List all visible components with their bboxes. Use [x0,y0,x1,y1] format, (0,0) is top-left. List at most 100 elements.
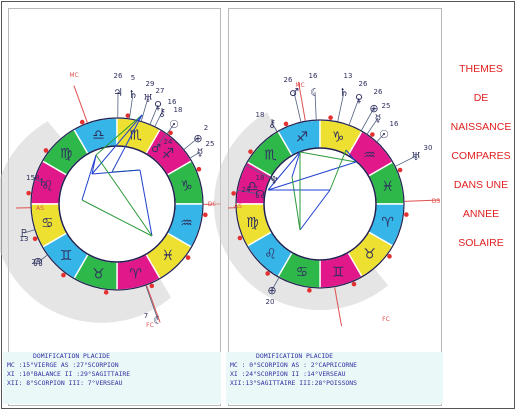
house-cusp-marker [404,212,409,217]
planet-degree: 26 [284,76,293,84]
planet-pointer [360,107,375,131]
house-cusp-marker [149,283,155,289]
house-cusp-marker [43,148,49,153]
planet-pointer [337,91,345,122]
domification-header: DOMIFICATION PLACIDE [256,352,333,360]
planet-degree: 18 [174,106,183,114]
domification-row: XII: 8°SCORPION III: 7°VERSEAU [7,379,123,387]
planet-glyph: ♀ [154,99,162,112]
aspect-line [81,154,97,201]
chart-left: ♌ ♍ ♎ ♏ ♐ ♑ ♒ ♓ ♈ ♉ ♊ ♋ 26 ♃ 5 ♄ 29 ♅27 ♀ 16⚷ 18 ☉ 2⊕ 25☿ 24♂ 15R… [0,72,222,329]
planet-glyph: ☉ [169,118,179,131]
as-label: AS [234,203,242,210]
planet-degree: 13 [344,72,353,80]
house-cusp-marker [231,191,236,196]
planet-pointer [145,284,159,321]
zodiac-sign-glyph: ♈ [381,215,394,231]
planet-glyph: ⊕ [369,102,378,115]
house-cusp-marker [283,121,289,127]
aspect-line [111,114,143,173]
fc-label: FC [146,322,154,329]
planet-pointer [189,151,201,159]
aspect-line [91,169,141,175]
aspect-line [345,149,357,163]
house-cusp-marker [61,272,66,278]
planet-pointer [366,117,379,135]
planet-degree: 16 [309,72,318,80]
aspect-line [267,161,357,191]
house-cusp-marker [32,236,38,242]
planet-degree: 16 [168,98,177,106]
planet-degree: 26 [374,88,383,96]
planet-pointer [293,91,302,123]
planet-glyph: ⊕ [267,284,276,297]
domification-box-right: DOMIFICATION PLACIDE MC : 0°SCORPION AS … [226,352,443,404]
planet-pointer [166,123,175,135]
planet-glyph: ♄ [38,176,48,189]
domification-header: DOMIFICATION PLACIDE [33,352,110,360]
planet-pointer [128,93,134,119]
planet-glyph: ☊ [33,256,43,269]
planet-pointer [271,122,278,132]
planet-pointer [183,137,199,150]
title-line: NAISSANCE [450,121,512,133]
planet-degree: 25 [382,102,391,110]
aspect-line [299,189,331,231]
planet-degree: 26 [359,80,368,88]
aspect-line [291,151,301,178]
planet-glyph: ♀ [355,92,363,105]
zodiac-sign-glyph: ♑ [332,129,345,145]
planet-pointer [348,97,360,126]
title-line: THEMES [459,63,503,75]
planet-degree: 26 [32,258,41,266]
domification-row: XI :24°SCORPION II :14°VERSEAU [230,370,346,378]
planet-pointer [245,164,275,181]
planet-glyph: ⚷ [268,117,276,130]
house-cusp-marker [237,235,243,241]
planet-degree: 24 [164,138,173,146]
domification-row: XII:13°SAGITTAIRE III:28°POISSONS [230,379,357,387]
chart-outer-circle [235,119,405,289]
planet-pointer [140,97,149,122]
as-label: AS [36,205,44,212]
chart-outer-circle [30,117,204,291]
zodiac-sign-glyph: ♋ [41,216,54,232]
planet-pointer [271,277,280,291]
planet-glyph: ☊ [255,188,265,201]
aspect-line [139,169,153,237]
planet-degree: 29 [146,80,155,88]
planet-glyph: ♂ [289,86,299,99]
planet-degree: 20 [266,298,275,306]
planet-pointer [154,111,163,127]
zodiac-sign-glyph: ♊ [332,265,345,281]
house-cusp-marker [370,132,375,137]
zodiac-sign-glyph: ♍ [60,146,73,162]
aspect-line [81,199,153,237]
title-line: DE [473,92,489,104]
planet-degree: 5 [131,74,135,82]
planet-glyph: ♆ [269,174,279,187]
ds-label: DS [432,198,441,205]
zodiac-sign-glyph: ♓ [162,248,175,264]
house-cusp-marker [103,290,109,295]
zodiac-sign-glyph: ♑ [180,178,193,194]
aspect-line [299,151,357,163]
zodiac-sign-glyph: ♌ [264,246,277,262]
planet-degree: 27 [156,87,165,95]
planet-degree: 30 [424,144,433,152]
house-cusp-marker [203,212,208,218]
title-line: COMPARES [451,150,511,162]
planet-pointer [23,229,36,234]
planet-degree: 15R [26,174,40,182]
planet-glyph: ☿ [197,146,204,159]
chart-right: ♎♏♐ ♑♒♓♈♉♊♋♌♍26♂16☾13♄26♀ 26⊕ 25☿ 16☉30♅18⚷1… [214,72,441,327]
house-cusp-marker [125,113,131,118]
house-cusp-marker [196,166,202,172]
planet-degree: 13 [20,235,29,243]
house-cusp-marker [328,115,333,120]
domification-row: MC : 0°SCORPION AS : 2°CAPRICORNE [230,361,357,369]
zodiac-sign-glyph: ♐ [162,146,175,162]
planet-glyph: ⚷ [158,106,166,119]
planet-pointer [376,133,385,143]
planet-degree: 18 [256,174,265,182]
